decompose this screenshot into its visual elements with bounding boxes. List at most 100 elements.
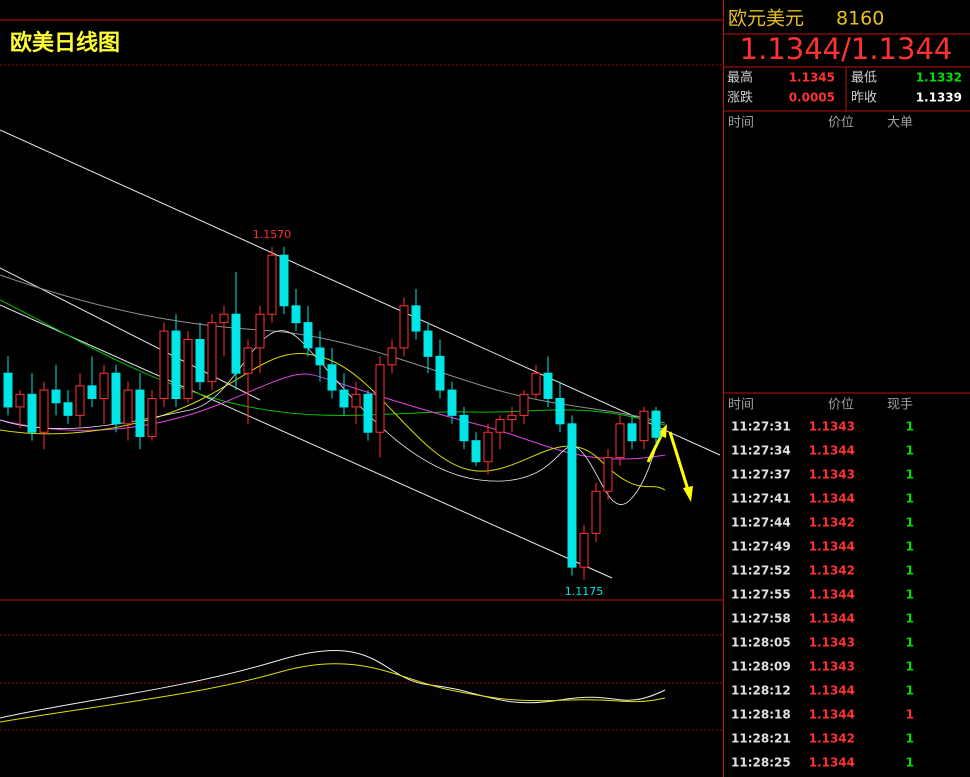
candle-body (495, 419, 505, 433)
trade-price: 1.1344 (809, 708, 855, 722)
column-header: 现手 (887, 398, 913, 413)
candle-body (135, 389, 145, 437)
trade-volume: 1 (906, 684, 914, 698)
column-header: 价位 (828, 116, 854, 131)
candle-body (363, 393, 373, 433)
channel-line (0, 304, 613, 579)
trade-volume: 1 (906, 612, 914, 626)
candle-body (291, 305, 301, 324)
column-header: 大单 (887, 116, 913, 131)
candle-body (87, 385, 97, 400)
trade-time: 11:28:09 (731, 660, 791, 674)
candle-body (411, 305, 421, 332)
stat-value: 1.1345 (789, 71, 835, 85)
trade-time: 11:28:12 (731, 684, 791, 698)
column-header: 时间 (728, 398, 754, 413)
trade-volume: 1 (906, 420, 914, 434)
candle-body (183, 339, 193, 400)
stat-label: 最高 (727, 70, 753, 86)
trade-time: 11:27:55 (731, 588, 791, 602)
candle-body (387, 347, 397, 366)
arrow-head (683, 486, 693, 502)
stat-value: 1.1332 (916, 71, 962, 85)
trade-price: 1.1342 (809, 516, 855, 530)
candle-body (507, 414, 517, 421)
panel-title: 欧美日线图 (10, 30, 120, 56)
trade-time: 11:27:31 (731, 420, 791, 434)
candle-body (627, 423, 637, 442)
trade-price: 1.1344 (809, 444, 855, 458)
instrument-name: 欧元美元 (728, 8, 804, 30)
trade-volume: 1 (906, 540, 914, 554)
candle-body (39, 389, 49, 433)
candle-body (63, 402, 73, 416)
stat-value: 1.1339 (916, 91, 962, 105)
candle-body (195, 339, 205, 383)
stat-label: 最低 (851, 71, 877, 86)
candle-body (651, 410, 661, 438)
trade-volume: 1 (906, 636, 914, 650)
trade-price: 1.1344 (809, 588, 855, 602)
trade-time: 11:28:25 (731, 756, 791, 770)
price-annotation: 1.1175 (565, 585, 604, 598)
candle-body (531, 372, 541, 395)
candle-body (111, 372, 121, 425)
candle-body (147, 398, 157, 437)
candle-body (639, 410, 649, 442)
column-header: 时间 (728, 116, 754, 131)
trade-price: 1.1344 (809, 612, 855, 626)
trade-time: 11:27:34 (731, 444, 791, 458)
trade-price: 1.1344 (809, 492, 855, 506)
trade-time: 11:27:49 (731, 540, 791, 554)
stat-value: 0.0005 (789, 91, 835, 105)
trade-price: 1.1343 (809, 420, 855, 434)
column-header: 价位 (828, 398, 854, 413)
candle-body (243, 347, 253, 374)
candle-body (351, 393, 361, 408)
trade-volume: 1 (906, 660, 914, 674)
trade-volume: 1 (906, 732, 914, 746)
candle-body (3, 372, 13, 408)
candle-body (303, 322, 313, 349)
trade-price: 1.1342 (809, 564, 855, 578)
candle-body (543, 372, 553, 400)
stat-label: 昨收 (851, 91, 877, 106)
indicator-line (0, 650, 666, 719)
trade-time: 11:27:52 (731, 564, 791, 578)
candle-body (579, 532, 589, 568)
trade-time: 11:27:37 (731, 468, 791, 482)
candle-body (15, 393, 25, 408)
candle-body (567, 423, 577, 568)
candle-body (603, 457, 613, 492)
candle-body (267, 254, 277, 315)
price-annotation: 1.1570 (253, 228, 292, 241)
trade-price: 1.1343 (809, 468, 855, 482)
candle-body (159, 330, 169, 400)
candle-body (471, 440, 481, 463)
candle-body (519, 393, 529, 416)
arrow (668, 431, 690, 491)
trade-time: 11:28:05 (731, 636, 791, 650)
candle-body (375, 364, 385, 433)
trade-price: 1.1344 (809, 684, 855, 698)
candle-body (51, 389, 61, 404)
trade-volume: 1 (906, 756, 914, 770)
instrument-code: 8160 (836, 8, 884, 30)
trade-price: 1.1342 (809, 732, 855, 746)
candle-body (555, 398, 565, 425)
quote-price: 1.1344/1.1344 (740, 32, 953, 66)
candle-body (207, 322, 217, 383)
trade-price: 1.1343 (809, 636, 855, 650)
candle-body (231, 313, 241, 374)
trade-volume: 1 (906, 588, 914, 602)
candle-body (339, 389, 349, 408)
candle-body (171, 330, 181, 400)
stat-label: 涨跌 (727, 90, 753, 106)
trade-time: 11:27:44 (731, 516, 791, 530)
channel-line (0, 129, 721, 456)
trade-time: 11:28:21 (731, 732, 791, 746)
candle-body (279, 254, 289, 307)
channel-line (0, 267, 261, 401)
trade-price: 1.1343 (809, 660, 855, 674)
